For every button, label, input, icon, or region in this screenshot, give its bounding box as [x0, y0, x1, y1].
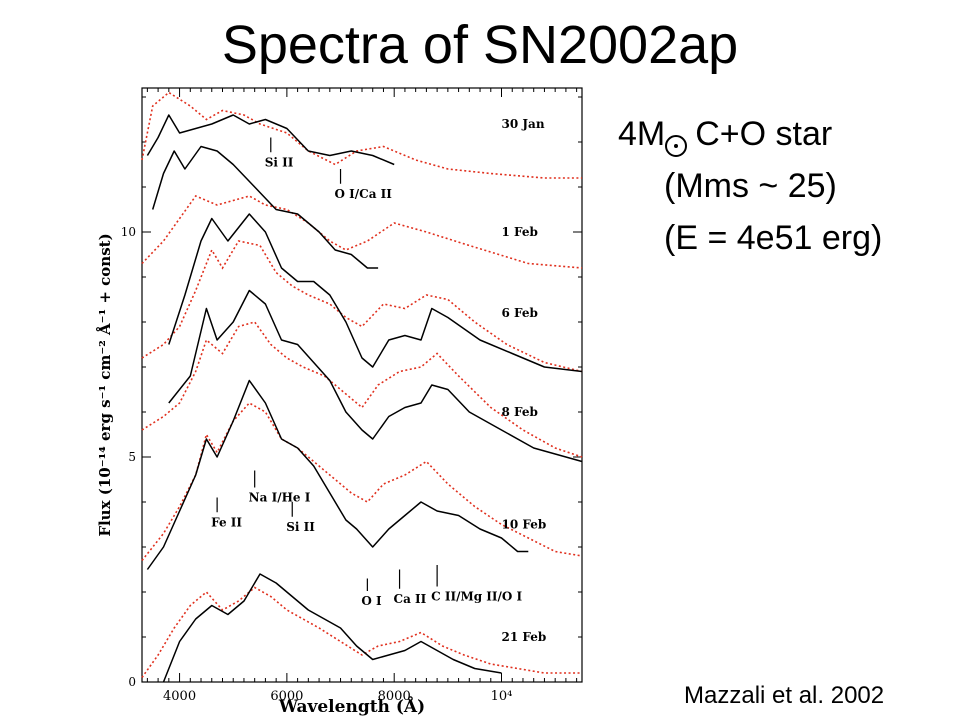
annotation-label: O I/Ca II — [335, 187, 393, 201]
slide-title: Spectra of SN2002ap — [221, 15, 739, 75]
annotation-label: Na I/He I — [249, 491, 311, 505]
x-tick-label: 4000 — [163, 689, 196, 704]
model-spectrum-line — [141, 195, 583, 269]
model-spectrum-line — [141, 401, 583, 561]
plot-frame: 4000 6000 8000 10⁴ 0 5 10 — [121, 87, 583, 704]
model-spectrum-line — [141, 321, 583, 458]
observed-spectrum-line — [168, 289, 583, 463]
epoch-label: 1 Feb — [502, 225, 538, 239]
epoch-label: 8 Feb — [502, 405, 538, 419]
model-mass: 4M — [618, 115, 666, 153]
observed-spectrum-line — [162, 573, 502, 683]
y-axis-label: Flux (10⁻¹⁴ erg s⁻¹ cm⁻² Å⁻¹ + const) — [96, 233, 114, 536]
observed-spectrum-line — [151, 145, 379, 269]
model-line-energy: (E = 4e51 erg) — [664, 219, 883, 257]
annotation-label: Si II — [265, 155, 294, 169]
line-annotations: Si II O I/Ca II Na I/He I Fe II Si II O I Ca I… — [211, 137, 523, 608]
epoch-label: 21 Feb — [502, 630, 547, 644]
y-tick-label: 10 — [121, 225, 136, 239]
y-tick-label: 0 — [128, 675, 136, 689]
observed-spectrum-line — [146, 379, 529, 570]
y-tick-label: 5 — [128, 450, 136, 464]
model-description: 4M C+O star (Mms ~ 25) (E = 4e51 erg) — [618, 108, 882, 264]
model-star-type: C+O star — [695, 115, 833, 153]
series-group: 30 Jan 1 Feb 6 Feb 8 Feb 10 Feb 21 Feb — [141, 91, 583, 683]
x-tick-label: 10⁴ — [491, 689, 513, 704]
observed-spectrum-line — [168, 213, 583, 373]
annotation-label: O I — [361, 594, 382, 608]
model-spectrum-line — [141, 91, 582, 179]
epoch-label: 30 Jan — [502, 117, 545, 131]
sun-symbol-icon — [665, 135, 688, 157]
epoch-label: 10 Feb — [502, 518, 547, 532]
model-spectrum-line — [141, 240, 583, 373]
annotation-label: Ca II — [394, 592, 427, 606]
annotation-label: C II/Mg II/O I — [431, 590, 522, 604]
model-line-mms: (Mms ~ 25) — [664, 167, 837, 205]
citation: Mazzali et al. 2002 — [684, 682, 885, 709]
x-tick-label: 8000 — [378, 689, 411, 704]
epoch-label: 6 Feb — [502, 306, 538, 320]
annotation-label: Fe II — [211, 515, 242, 529]
x-axis-label: Wavelength (Å) — [278, 695, 425, 717]
observed-spectrum-line — [146, 114, 395, 166]
model-line-star: 4M C+O star — [618, 108, 882, 160]
x-tick-label: 6000 — [270, 689, 303, 704]
annotation-label: Si II — [286, 520, 315, 534]
model-spectrum-line — [141, 586, 582, 678]
